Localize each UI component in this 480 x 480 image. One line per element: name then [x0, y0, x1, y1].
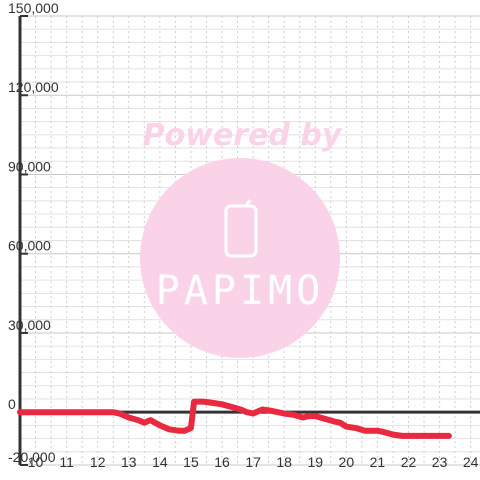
y-tick-label: 150,000	[8, 0, 59, 16]
x-tick-label: 18	[276, 454, 292, 470]
watermark: Powered by PAPIMO	[140, 118, 343, 358]
x-tick-label: 12	[90, 454, 106, 470]
x-tick-label: 17	[245, 454, 261, 470]
watermark-text: Powered by	[143, 118, 343, 153]
y-tick-label: -20,000	[8, 449, 56, 465]
x-tick-label: 21	[370, 454, 386, 470]
x-tick-label: 13	[121, 454, 137, 470]
phone-icon	[224, 204, 258, 258]
phone-icon-antenna	[244, 199, 252, 207]
y-tick-label: 30,000	[8, 317, 51, 333]
x-tick-label: 23	[432, 454, 448, 470]
x-tick-label: 14	[152, 454, 168, 470]
x-tick-label: 11	[59, 454, 74, 470]
y-tick-label: 0	[8, 396, 16, 412]
x-tick-label: 16	[214, 454, 230, 470]
x-tick-label: 10	[28, 454, 44, 470]
y-tick-label: 60,000	[8, 238, 51, 254]
y-tick-label: 90,000	[8, 158, 51, 174]
x-tick-label: 19	[307, 454, 323, 470]
x-tick-label: 20	[339, 454, 355, 470]
y-tick-label: 120,000	[8, 79, 59, 95]
series-layer	[17, 398, 452, 439]
x-tick-label: 24	[463, 454, 479, 470]
watermark-brand: PAPIMO	[156, 268, 325, 314]
tick-labels: -20,000 0 30,000 60,000 90,000 120,000 150,000…	[8, 0, 479, 470]
x-tick-label: 22	[401, 454, 417, 470]
x-tick-label: 15	[183, 454, 199, 470]
series-line	[17, 398, 452, 439]
watermark-circle	[140, 158, 340, 358]
